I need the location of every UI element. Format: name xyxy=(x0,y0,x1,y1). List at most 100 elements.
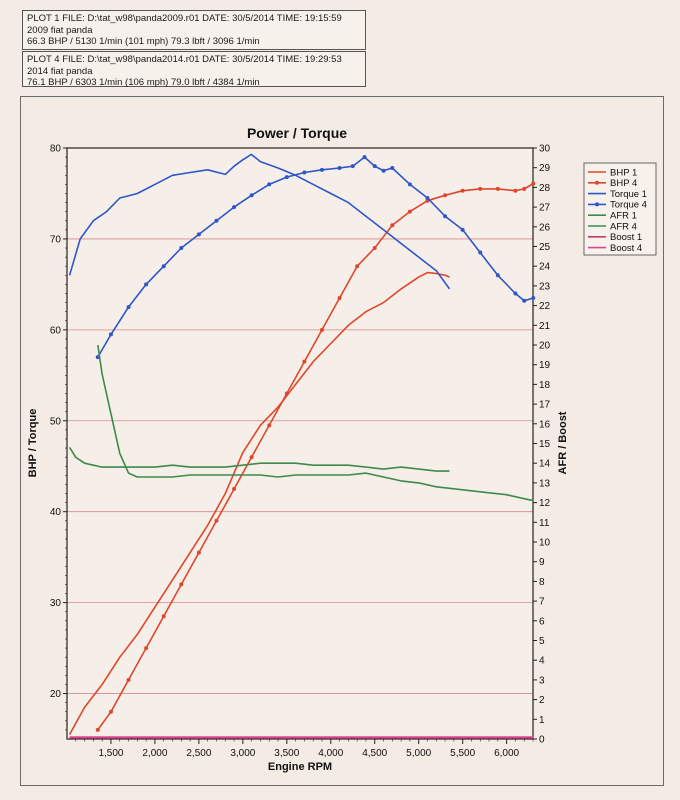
y-right-tick-label: 2 xyxy=(539,695,545,706)
y-right-tick-label: 21 xyxy=(539,321,551,332)
series-point-torque-4 xyxy=(381,168,386,173)
legend-marker-torque-4 xyxy=(595,202,599,207)
series-point-bhp-4 xyxy=(214,518,219,523)
plot4-summary: 76.1 BHP / 6303 1/min (106 mph) 79.0 lbf… xyxy=(27,77,260,88)
legend-label-afr-1: AFR 1 xyxy=(610,211,637,222)
y-right-tick-label: 11 xyxy=(539,518,550,529)
series-point-bhp-4 xyxy=(267,423,272,428)
legend-label-bhp-4: BHP 4 xyxy=(610,178,637,189)
y-right-tick-label: 3 xyxy=(539,675,545,686)
legend-label-torque-4: Torque 4 xyxy=(610,200,647,211)
series-point-torque-4 xyxy=(196,232,201,237)
series-point-torque-4 xyxy=(478,250,483,255)
y-right-tick-label: 5 xyxy=(539,636,545,647)
series-point-bhp-4 xyxy=(196,550,201,555)
series-point-torque-4 xyxy=(267,182,272,187)
series-point-torque-4 xyxy=(161,264,166,269)
series-line-afr-4 xyxy=(97,344,534,502)
legend-marker-bhp-4 xyxy=(595,180,599,185)
plot1-summary: 66.3 BHP / 5130 1/min (101 mph) 79.3 lbf… xyxy=(27,36,260,47)
series-point-bhp-4 xyxy=(302,359,307,364)
series-point-torque-4 xyxy=(522,298,527,303)
plot-area xyxy=(67,148,533,739)
y-left-tick-label: 70 xyxy=(50,234,62,245)
series-point-torque-4 xyxy=(144,282,149,287)
x-tick-label: 6,000 xyxy=(494,748,519,759)
series-line-torque-1 xyxy=(68,153,451,290)
y-left-tick-label: 30 xyxy=(50,598,62,609)
x-tick-label: 2,000 xyxy=(142,748,167,759)
y-left-tick-label: 80 xyxy=(50,144,62,155)
series-point-torque-4 xyxy=(232,205,237,210)
series-point-bhp-4 xyxy=(407,209,412,214)
x-tick-label: 3,500 xyxy=(274,748,299,759)
x-tick-label: 3,000 xyxy=(230,748,255,759)
series-point-torque-4 xyxy=(531,296,536,301)
y-right-tick-label: 4 xyxy=(539,656,545,667)
series-point-torque-4 xyxy=(350,164,355,169)
x-tick-label: 4,500 xyxy=(362,748,387,759)
x-tick-label: 5,500 xyxy=(450,748,475,759)
y-right-tick-label: 1 xyxy=(539,715,545,726)
series-point-bhp-4 xyxy=(249,455,254,460)
series-point-bhp-4 xyxy=(531,181,536,186)
series-point-torque-4 xyxy=(362,155,367,160)
y-right-tick-label: 9 xyxy=(539,557,545,568)
legend-label-boost-1: Boost 1 xyxy=(610,232,642,243)
chart-frame xyxy=(20,96,664,786)
series-line-bhp-1 xyxy=(68,271,450,735)
legend-label-bhp-1: BHP 1 xyxy=(610,167,637,178)
plot4-description: 2014 fiat panda xyxy=(27,65,93,77)
series-point-bhp-4 xyxy=(126,677,131,682)
series-point-bhp-4 xyxy=(95,727,100,732)
series-point-bhp-4 xyxy=(108,709,113,714)
y-right-tick-label: 16 xyxy=(539,419,551,430)
y-right-tick-label: 27 xyxy=(539,203,551,214)
series-point-bhp-4 xyxy=(495,186,500,191)
series-point-bhp-4 xyxy=(161,614,166,619)
y-right-tick-label: 15 xyxy=(539,439,551,450)
series-point-torque-4 xyxy=(337,166,342,171)
series-point-bhp-4 xyxy=(372,246,377,251)
series-point-bhp-4 xyxy=(513,188,518,193)
y-right-tick-label: 25 xyxy=(539,242,551,253)
x-tick-label: 1,500 xyxy=(98,748,123,759)
series-point-torque-4 xyxy=(214,218,219,223)
legend-box xyxy=(583,162,657,256)
series-point-bhp-4 xyxy=(337,296,342,301)
plot1-info-box: PLOT 1 FILE: D:\tat_w98\panda2009.r01 DA… xyxy=(22,10,366,50)
series-point-bhp-4 xyxy=(460,188,465,193)
series-point-bhp-4 xyxy=(319,327,324,332)
series-point-bhp-4 xyxy=(144,646,149,651)
y-right-tick-label: 28 xyxy=(539,183,551,194)
legend-label-boost-4: Boost 4 xyxy=(610,243,642,254)
series-point-torque-4 xyxy=(249,193,254,198)
series-point-torque-4 xyxy=(126,305,131,310)
series-point-torque-4 xyxy=(319,167,324,172)
series-point-torque-4 xyxy=(108,332,113,337)
x-tick-label: 4,000 xyxy=(318,748,343,759)
y-right-tick-label: 14 xyxy=(539,459,551,470)
y-right-tick-label: 29 xyxy=(539,163,551,174)
series-point-torque-4 xyxy=(390,166,395,171)
plot4-header: PLOT 4 FILE: D:\tat_w98\panda2014.r01 DA… xyxy=(27,54,342,65)
y-axis-right-label: AFR / Boost xyxy=(557,411,569,474)
series-point-torque-4 xyxy=(372,164,377,169)
legend-label-afr-4: AFR 4 xyxy=(610,221,637,232)
series-point-torque-4 xyxy=(407,182,412,187)
series-point-bhp-4 xyxy=(355,264,360,269)
series-point-torque-4 xyxy=(179,246,184,251)
series-point-torque-4 xyxy=(302,170,307,175)
series-line-afr-1 xyxy=(68,446,450,472)
series-point-torque-4 xyxy=(425,196,430,201)
y-left-tick-label: 40 xyxy=(50,507,62,518)
series-point-bhp-4 xyxy=(284,391,289,396)
series-point-bhp-4 xyxy=(443,193,448,198)
y-right-tick-label: 6 xyxy=(539,616,545,627)
plot1-header: PLOT 1 FILE: D:\tat_w98\panda2009.r01 DA… xyxy=(27,13,342,24)
y-right-tick-label: 23 xyxy=(539,281,551,292)
plot1-description: 2009 fiat panda xyxy=(27,24,93,36)
series-point-bhp-4 xyxy=(522,186,527,191)
